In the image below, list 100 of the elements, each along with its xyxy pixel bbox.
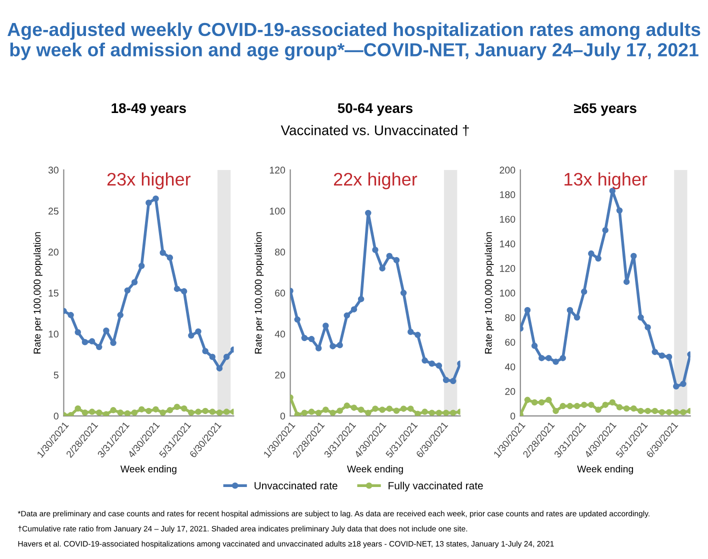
chart-title: 50-64 years [338,103,413,116]
point [652,408,658,414]
point [574,314,580,321]
point [294,316,300,323]
point [96,344,102,350]
point [566,402,574,410]
x-axis-title: Week ending [346,465,403,474]
x-axis-title: Week ending [577,465,634,474]
point [552,358,559,365]
y-tick-label: 30 [48,166,58,174]
point [216,365,223,372]
chart-subtitle: Vaccinated vs. Unvaccinated † [280,125,469,136]
y-tick-label: 40 [504,363,516,370]
point [580,402,588,408]
point [365,410,372,416]
y-tick-label: 180 [500,191,516,198]
point [386,252,393,260]
point [524,396,531,404]
point [117,312,124,318]
point [365,210,372,216]
point [372,246,378,253]
point [195,408,202,415]
point [209,408,216,415]
y-tick-label: 140 [500,240,516,248]
point [103,328,110,334]
point [630,405,637,412]
point [308,336,315,342]
point [174,404,180,410]
point [223,408,230,415]
point [414,332,421,338]
point [531,399,538,406]
point [673,383,680,390]
point [422,408,428,415]
y-tick-label: 80 [505,314,516,322]
point [595,255,602,262]
point [82,338,88,346]
point [166,407,174,414]
y-tick-label: 160 [500,216,516,223]
point [574,402,580,410]
point [386,406,393,412]
point [442,376,450,384]
point [96,409,102,416]
point [566,307,574,314]
point [658,409,666,416]
point [616,207,623,214]
point [146,200,152,206]
point [372,406,378,412]
point [680,380,686,388]
y-tick-label: 10 [48,330,58,338]
point [330,343,336,350]
point [524,307,531,314]
point [588,402,594,408]
y-tick-label: 0 [280,412,286,420]
point [673,409,680,416]
point [138,262,145,269]
point [616,404,623,410]
point [110,407,116,414]
point [152,406,159,412]
point [160,250,166,256]
y-tick-label: 100 [270,208,286,215]
y-tick-label: 25 [48,208,58,215]
point [623,405,630,412]
y-tick-label: 20 [505,388,516,395]
annotation: 22x higher [334,172,418,190]
point [209,354,216,360]
point [68,312,74,318]
y-axis-title: Rate per 100,000 population [484,232,494,354]
point [216,409,223,416]
annotation: 13x higher [564,172,648,190]
point [436,410,442,416]
point [428,410,436,416]
point [428,360,436,367]
point [393,256,400,264]
point [174,286,180,292]
point [666,409,672,416]
point [422,357,428,364]
point [379,406,386,413]
point [609,399,616,406]
point [131,279,138,286]
chart-title: ≥65 years [574,103,636,116]
point [202,408,208,414]
point [131,409,138,416]
point [680,409,686,416]
point [88,338,96,344]
point [88,408,96,415]
point [408,406,414,412]
point [538,354,545,362]
chart-title: 18-49 years [112,103,186,116]
point [160,409,166,416]
point [560,402,566,410]
point [301,334,308,342]
text: Age-adjusted weekly COVID-19-associated hospitalization rates among adults by week of admission and age group*—COVID-NET, January 24–July 17, 2021 [8,22,700,60]
point [188,332,194,339]
point [552,408,559,414]
point [623,278,630,285]
y-tick-label: 120 [270,166,286,174]
point [315,410,322,416]
point [546,354,552,362]
point [330,410,336,416]
y-tick-label: 15 [48,290,58,297]
